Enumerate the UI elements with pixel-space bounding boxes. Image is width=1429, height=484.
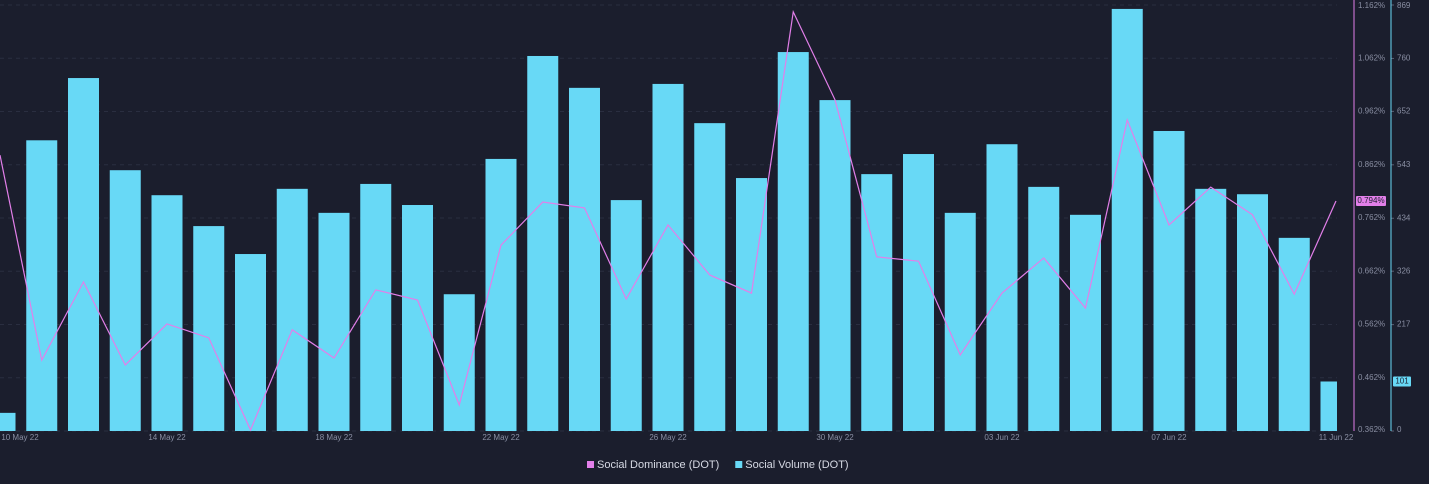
x-tick-label: 14 May 22 <box>148 433 186 442</box>
bar <box>1111 8 1143 431</box>
y-tick-label: 0.762% <box>1358 213 1385 222</box>
bar <box>1195 188 1227 431</box>
bar <box>151 195 183 431</box>
y2-tick-label: 760 <box>1397 54 1411 63</box>
y-tick-label: 0.462% <box>1358 373 1385 382</box>
bar <box>527 55 559 432</box>
bar <box>610 200 642 431</box>
axes: 0.362% 0.462% 0.562% 0.662% 0.762% 0.862% 0.96… <box>1 0 1411 442</box>
bar <box>986 144 1018 431</box>
bar <box>777 52 809 432</box>
bar <box>944 212 976 431</box>
bar <box>235 254 266 431</box>
x-tick-label: 10 May 22 <box>1 433 39 442</box>
current-value-label: 0.794% <box>1357 196 1384 205</box>
x-tick-label: 30 May 22 <box>816 433 854 442</box>
y-tick-label: 1.062% <box>1358 53 1385 62</box>
y2-tick-label: 434 <box>1397 213 1411 222</box>
bar <box>694 123 726 431</box>
y2-tick-label: 869 <box>1397 1 1411 10</box>
x-tick-label: 03 Jun 22 <box>984 433 1020 442</box>
x-tick-label: 26 May 22 <box>649 433 687 442</box>
legend-label: Social Volume (DOT) <box>745 459 848 471</box>
bar <box>819 100 851 431</box>
bar <box>68 78 99 432</box>
x-tick-label: 07 Jun 22 <box>1151 433 1187 442</box>
current-value-box <box>1393 376 1411 387</box>
line <box>0 9 1337 432</box>
current-value-label: 101 <box>1395 377 1409 386</box>
x-tick-label: 18 May 22 <box>315 433 353 442</box>
y2-tick-label: 326 <box>1397 266 1411 275</box>
y-tick-label: 0.362% <box>1358 425 1385 434</box>
bar <box>26 140 58 431</box>
x-tick-label: 11 Jun 22 <box>1319 433 1354 442</box>
bar <box>1320 381 1337 431</box>
legend-label: Social Dominance (DOT) <box>597 459 719 471</box>
bar <box>861 174 893 431</box>
bar <box>903 154 934 431</box>
y2-tick-label: 0 <box>1397 425 1402 434</box>
y2-tick-label: 652 <box>1397 106 1411 115</box>
legend: Social Dominance (DOT) Social Volume (DOT… <box>587 459 849 471</box>
bar <box>485 158 517 431</box>
bar <box>569 87 600 431</box>
bar <box>109 170 141 432</box>
bar <box>0 412 16 431</box>
bar <box>193 226 225 431</box>
y2-tick-label: 543 <box>1397 160 1411 169</box>
x-tick-label: 22 May 22 <box>482 433 520 442</box>
bar <box>652 83 684 431</box>
y2-tick-label: 217 <box>1397 320 1411 329</box>
y-tick-label: 0.662% <box>1358 266 1385 275</box>
y-tick-label: 0.862% <box>1358 160 1385 169</box>
bar <box>1237 194 1268 431</box>
y-tick-label: 1.162% <box>1358 1 1385 10</box>
bar <box>1278 237 1310 431</box>
bar <box>1028 186 1060 431</box>
bar <box>276 188 308 431</box>
legend-swatch <box>735 461 743 468</box>
bar <box>443 294 475 431</box>
bar <box>1070 214 1101 431</box>
legend-swatch <box>587 461 594 468</box>
y-tick-label: 0.962% <box>1358 107 1385 116</box>
plot-area <box>0 8 1337 432</box>
bar <box>402 205 433 431</box>
current-value-box <box>1356 195 1386 206</box>
bar <box>1153 130 1185 431</box>
bar <box>318 212 350 431</box>
y-tick-label: 0.562% <box>1358 320 1385 329</box>
